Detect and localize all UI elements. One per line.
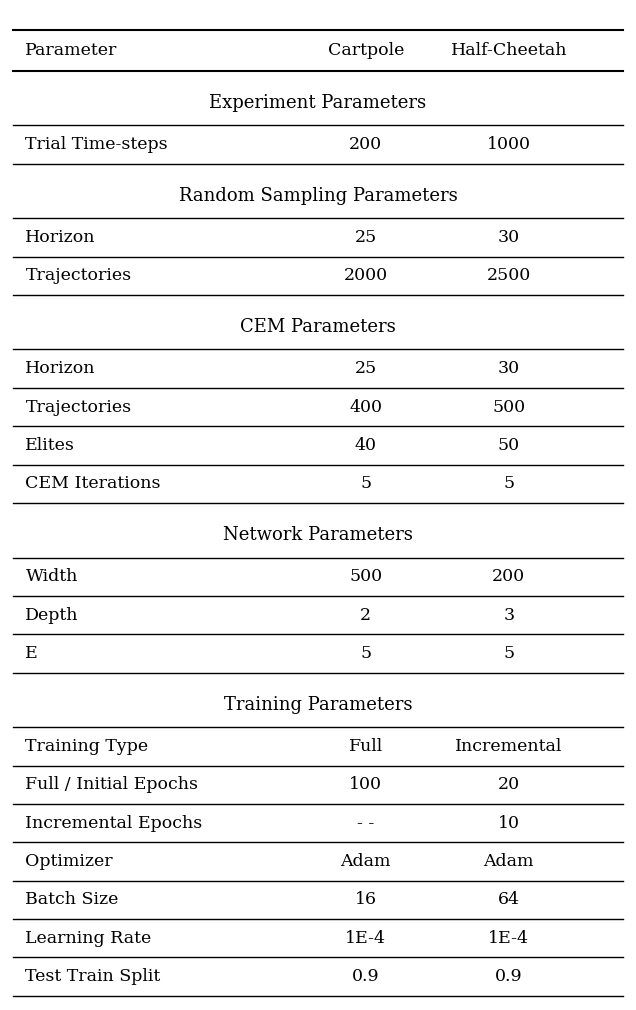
Text: 40: 40 [355, 437, 377, 453]
Text: 500: 500 [492, 399, 525, 415]
Text: Adam: Adam [483, 853, 534, 870]
Text: Trajectories: Trajectories [25, 399, 132, 415]
Text: Parameter: Parameter [25, 42, 118, 59]
Text: CEM Parameters: CEM Parameters [240, 318, 396, 336]
Text: Random Sampling Parameters: Random Sampling Parameters [179, 187, 457, 205]
Text: 5: 5 [360, 645, 371, 662]
Text: E: E [25, 645, 38, 662]
Text: CEM Iterations: CEM Iterations [25, 476, 161, 492]
Text: 2500: 2500 [487, 268, 531, 284]
Text: Network Parameters: Network Parameters [223, 526, 413, 544]
Text: Horizon: Horizon [25, 229, 96, 245]
Text: 25: 25 [355, 361, 377, 377]
Text: 2: 2 [360, 607, 371, 623]
Text: Depth: Depth [25, 607, 79, 623]
Text: Cartpole: Cartpole [328, 42, 404, 59]
Text: 50: 50 [498, 437, 520, 453]
Text: 2000: 2000 [343, 268, 388, 284]
Text: Batch Size: Batch Size [25, 892, 119, 908]
Text: Incremental: Incremental [455, 738, 562, 754]
Text: 200: 200 [492, 569, 525, 585]
Text: Adam: Adam [340, 853, 391, 870]
Text: 16: 16 [355, 892, 377, 908]
Text: Horizon: Horizon [25, 361, 96, 377]
Text: Optimizer: Optimizer [25, 853, 113, 870]
Text: - -: - - [357, 815, 375, 831]
Text: 500: 500 [349, 569, 382, 585]
Text: Elites: Elites [25, 437, 75, 453]
Text: 20: 20 [498, 777, 520, 793]
Text: 1E-4: 1E-4 [345, 930, 386, 946]
Text: Test Train Split: Test Train Split [25, 969, 161, 985]
Text: Trial Time-steps: Trial Time-steps [25, 136, 168, 153]
Text: 10: 10 [498, 815, 520, 831]
Text: 5: 5 [503, 476, 515, 492]
Text: 200: 200 [349, 136, 382, 153]
Text: 100: 100 [349, 777, 382, 793]
Text: 5: 5 [360, 476, 371, 492]
Text: Learning Rate: Learning Rate [25, 930, 152, 946]
Text: 5: 5 [503, 645, 515, 662]
Text: 400: 400 [349, 399, 382, 415]
Text: Incremental Epochs: Incremental Epochs [25, 815, 203, 831]
Text: Width: Width [25, 569, 78, 585]
Text: 30: 30 [498, 229, 520, 245]
Text: 30: 30 [498, 361, 520, 377]
Text: 25: 25 [355, 229, 377, 245]
Text: Half-Cheetah: Half-Cheetah [450, 42, 567, 59]
Text: 3: 3 [503, 607, 515, 623]
Text: 0.9: 0.9 [495, 969, 523, 985]
Text: Full / Initial Epochs: Full / Initial Epochs [25, 777, 198, 793]
Text: 1000: 1000 [487, 136, 531, 153]
Text: Full: Full [349, 738, 383, 754]
Text: 64: 64 [498, 892, 520, 908]
Text: 0.9: 0.9 [352, 969, 380, 985]
Text: 1E-4: 1E-4 [488, 930, 529, 946]
Text: Experiment Parameters: Experiment Parameters [209, 94, 427, 112]
Text: Training Parameters: Training Parameters [224, 696, 412, 714]
Text: Trajectories: Trajectories [25, 268, 132, 284]
Text: Training Type: Training Type [25, 738, 149, 754]
